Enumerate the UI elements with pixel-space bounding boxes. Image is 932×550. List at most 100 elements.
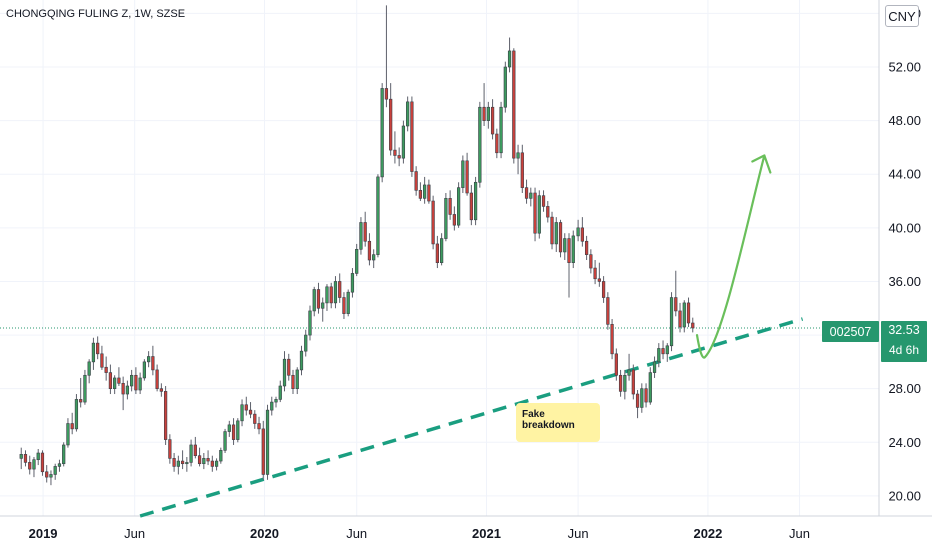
candle xyxy=(652,356,657,378)
candle-body xyxy=(304,334,308,352)
candle xyxy=(57,459,62,472)
price-tick-label: 36.00 xyxy=(888,274,921,289)
note-line-2: breakdown xyxy=(522,420,575,431)
candle-body xyxy=(678,310,682,328)
candle-body xyxy=(40,452,45,473)
candle-body xyxy=(359,222,363,250)
candle xyxy=(308,305,312,341)
candle-body xyxy=(57,463,62,467)
candle xyxy=(376,174,380,258)
candle-body xyxy=(440,238,444,263)
candle xyxy=(503,61,507,113)
candle xyxy=(657,343,661,368)
candle xyxy=(606,292,610,330)
price-axis[interactable]: 56.0052.0048.0044.0040.0036.0032.0028.00… xyxy=(888,6,921,503)
candle xyxy=(631,364,635,400)
candle xyxy=(427,179,431,204)
candle xyxy=(554,217,558,252)
candle-body xyxy=(465,160,469,194)
candle-body xyxy=(206,458,210,462)
candle xyxy=(580,217,584,247)
candle xyxy=(635,390,640,419)
candle xyxy=(512,48,516,164)
candle-body xyxy=(134,374,138,391)
candle-body xyxy=(346,291,350,314)
candle-body xyxy=(610,324,614,355)
candle-body xyxy=(444,198,448,239)
candle xyxy=(461,155,465,193)
candle-body xyxy=(350,273,355,293)
candle xyxy=(108,364,113,395)
candle xyxy=(32,457,36,478)
time-tick-label: 2020 xyxy=(250,526,279,541)
candle xyxy=(686,297,691,328)
chart-grid xyxy=(0,0,879,516)
candle xyxy=(469,184,473,226)
candle-body xyxy=(36,452,40,461)
time-tick-label: 2021 xyxy=(472,526,501,541)
candle xyxy=(291,369,295,395)
candle xyxy=(155,364,159,392)
candle xyxy=(367,233,372,266)
candle xyxy=(316,282,321,314)
candle xyxy=(682,300,686,333)
candle xyxy=(130,369,134,392)
candle-body xyxy=(53,466,57,475)
time-tick-label: Jun xyxy=(124,526,145,541)
candle-body xyxy=(614,353,618,376)
candle xyxy=(623,369,627,400)
candle xyxy=(274,396,278,408)
candle xyxy=(486,101,490,129)
candle xyxy=(265,404,270,480)
candle xyxy=(257,416,261,435)
candle xyxy=(159,383,163,397)
candle-body xyxy=(214,460,219,467)
candle xyxy=(223,428,227,454)
candle-body xyxy=(219,450,223,462)
candle xyxy=(444,192,448,242)
time-tick-label: Jun xyxy=(568,526,589,541)
candle-body xyxy=(546,206,550,218)
candle xyxy=(384,5,389,108)
candle-body xyxy=(172,458,176,467)
candle-body xyxy=(516,152,520,159)
candle xyxy=(490,99,495,140)
candle-body xyxy=(19,454,23,459)
candle xyxy=(499,101,503,159)
candle-body xyxy=(28,462,32,470)
candle-body xyxy=(291,374,295,389)
candle xyxy=(593,260,597,285)
candle xyxy=(346,289,350,317)
candle xyxy=(193,436,197,459)
ticker-label: 002507 xyxy=(822,321,879,342)
candle xyxy=(202,453,206,470)
candle-body xyxy=(482,106,486,121)
candle-body xyxy=(270,401,274,411)
candle xyxy=(567,233,571,298)
candle-body xyxy=(163,391,168,440)
candle xyxy=(618,369,623,397)
candle-body xyxy=(635,393,640,408)
candle xyxy=(537,190,541,239)
candle-body xyxy=(661,348,665,355)
currency-button[interactable]: CNY xyxy=(885,5,919,27)
candle-body xyxy=(558,222,563,253)
candle xyxy=(70,412,74,435)
candle-body xyxy=(202,458,206,465)
candle xyxy=(36,448,40,466)
candle xyxy=(210,455,214,472)
candle-body xyxy=(104,366,108,373)
candle xyxy=(134,367,138,395)
time-axis[interactable]: 2019 Jun 2020 Jun 2021 Jun 2022 Jun xyxy=(29,526,810,541)
fake-breakdown-note[interactable]: Fake breakdown xyxy=(516,403,600,442)
bar-countdown: 4d 6h xyxy=(888,343,920,357)
candle xyxy=(691,317,695,333)
candle xyxy=(329,282,333,309)
candle-body xyxy=(32,459,36,470)
candle-body xyxy=(282,358,287,387)
candle xyxy=(661,340,665,360)
price-tick-label: 28.00 xyxy=(888,381,921,396)
candle xyxy=(138,372,142,395)
candle-body xyxy=(495,133,499,154)
